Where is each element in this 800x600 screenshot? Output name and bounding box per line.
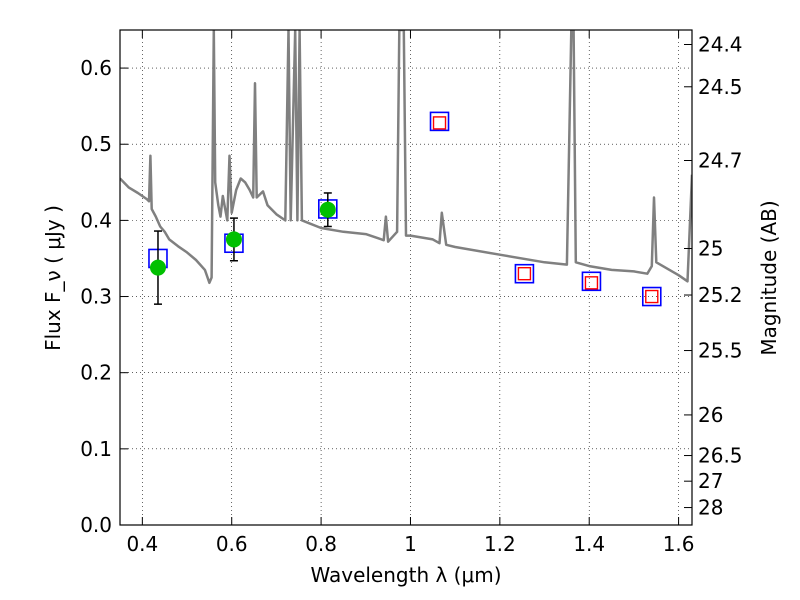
plot-frame [119, 29, 693, 526]
upper-limit-square [517, 266, 532, 281]
y-tick-label: 0.4 [80, 208, 112, 232]
upper-limit-square [432, 116, 447, 130]
observed-flux-point [149, 259, 166, 276]
y2-tick-label: 26.5 [698, 444, 743, 468]
model-spectrum-line [120, 30, 692, 285]
y-tick-label: 0.5 [80, 132, 112, 156]
plot-area [120, 30, 692, 307]
model-flux-square [514, 263, 535, 284]
y-tick-label: 0.1 [80, 437, 112, 461]
model-flux-square [581, 271, 602, 292]
model-flux-square [641, 286, 662, 307]
x-tick-label: 1.6 [663, 532, 695, 556]
y-tick-label: 0.0 [80, 513, 112, 537]
x-tick-label: 0.4 [126, 532, 158, 556]
y2-tick-label: 28 [698, 496, 723, 520]
observed-flux-point [225, 231, 242, 248]
x-axis-label: Wavelength λ (μm) [310, 563, 501, 587]
y-tick-label: 0.6 [80, 56, 112, 80]
y2-tick-label: 25.2 [698, 283, 743, 307]
y2-tick-label: 24.7 [698, 149, 743, 173]
y-tick-label: 0.3 [80, 285, 112, 309]
upper-limit-square [645, 289, 659, 304]
x-tick-label: 1.4 [573, 532, 605, 556]
observed-flux-point [319, 201, 336, 218]
x-tick-label: 1 [404, 532, 417, 556]
y2-tick-label: 24.5 [698, 75, 743, 99]
y2-axis-label: Magnitude (AB) [757, 200, 781, 355]
ticks: 0.4 0.6 0.8 1 1.2 1.4 1.6 0.0 0.1 0.2 0.3 0.4 0.5 0.6… [80, 30, 743, 556]
y2-tick-label: 25.5 [698, 339, 743, 363]
y-axis-label: Flux F_ν ( μJy ) [41, 205, 65, 351]
x-tick-label: 0.8 [305, 532, 337, 556]
y2-tick-label: 26 [698, 403, 723, 427]
y2-tick-label: 24.4 [698, 33, 743, 57]
y2-tick-label: 27 [698, 469, 723, 493]
upper-limit-square [584, 276, 599, 290]
y2-tick-label: 25 [698, 237, 723, 261]
y-tick-label: 0.2 [80, 361, 112, 385]
x-tick-label: 0.6 [216, 532, 248, 556]
grid [120, 30, 692, 526]
model-flux-square [429, 111, 450, 132]
x-tick-label: 1.2 [484, 532, 516, 556]
